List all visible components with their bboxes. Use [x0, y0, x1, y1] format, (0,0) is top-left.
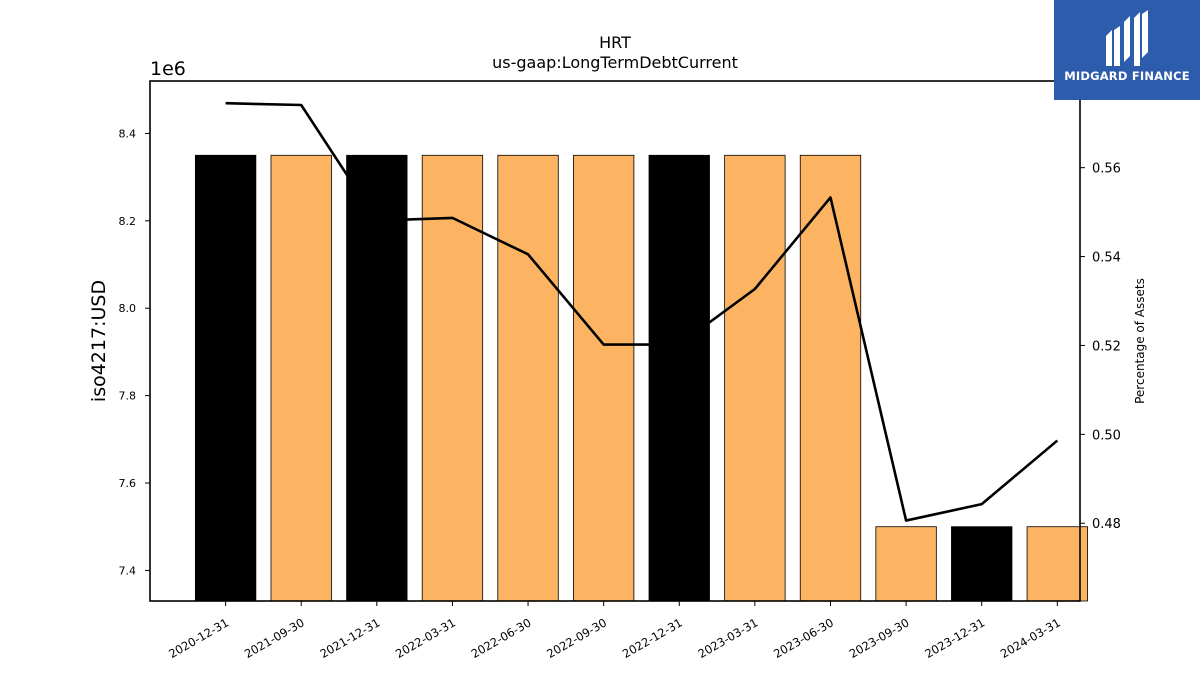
y2-tick-label: 0.56	[1092, 162, 1121, 177]
logo-mark-icon	[1106, 10, 1148, 66]
y-offset-text: 1e6	[150, 58, 186, 80]
bar	[1026, 526, 1088, 602]
y-tick-label: 8.4	[119, 127, 137, 140]
y-tick-label: 8.0	[119, 302, 137, 315]
y-tick-label: 7.4	[119, 564, 137, 577]
y-tick-label: 7.6	[119, 477, 137, 490]
x-tick-label: 2022-03-31	[393, 615, 458, 661]
y2-tick-label: 0.48	[1092, 517, 1121, 532]
x-tick-label: 2022-06-30	[469, 615, 534, 661]
chart-title: HRT	[599, 33, 631, 52]
chart-subtitle: us-gaap:LongTermDebtCurrent	[492, 53, 738, 72]
bar	[648, 154, 710, 602]
x-tick-label: 2023-06-30	[771, 615, 836, 661]
bar	[194, 154, 257, 602]
x-tick-label: 2024-03-31	[998, 615, 1063, 661]
x-tick-label: 2022-12-31	[620, 615, 685, 661]
y2-tick-label: 0.54	[1092, 251, 1121, 266]
x-tick-label: 2021-09-30	[242, 615, 307, 661]
bar	[270, 154, 332, 602]
logo-text: MIDGARD FINANCE	[1064, 69, 1190, 83]
bar	[346, 154, 408, 602]
bar	[799, 154, 862, 602]
y-tick-label: 7.8	[119, 390, 137, 403]
series-line	[225, 101, 1059, 522]
bar	[951, 526, 1013, 602]
brand-logo: MIDGARD FINANCE	[1054, 0, 1200, 100]
y-tick-label: 8.2	[119, 215, 137, 228]
bar	[573, 154, 635, 602]
x-tick-label: 2023-12-31	[922, 615, 987, 661]
y2-axis-label: Percentage of Assets	[1133, 278, 1147, 404]
bar	[497, 154, 559, 602]
bar	[875, 526, 937, 602]
x-tick-label: 2021-12-31	[317, 615, 382, 661]
plot-frame	[149, 80, 1081, 602]
x-tick-label: 2023-09-30	[847, 615, 912, 661]
y2-tick-label: 0.50	[1092, 428, 1121, 443]
bar	[421, 154, 484, 602]
x-tick-label: 2023-03-31	[695, 615, 760, 661]
bar	[724, 154, 786, 602]
y2-tick-label: 0.52	[1092, 339, 1121, 354]
x-tick-label: 2022-09-30	[544, 615, 609, 661]
x-tick-label: 2020-12-31	[166, 615, 231, 661]
y-axis-label: iso4217:USD	[88, 280, 110, 402]
